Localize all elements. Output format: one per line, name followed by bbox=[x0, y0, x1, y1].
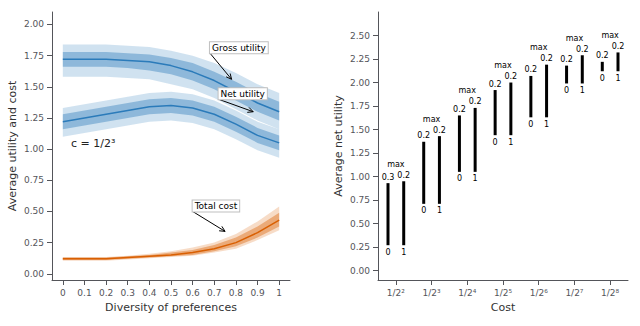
svg-text:max: max bbox=[423, 115, 441, 124]
svg-text:0.75: 0.75 bbox=[350, 195, 370, 205]
svg-text:0.2: 0.2 bbox=[397, 171, 410, 180]
svg-text:2.50: 2.50 bbox=[350, 31, 370, 41]
svg-text:0.2: 0.2 bbox=[596, 51, 609, 60]
svg-text:1: 1 bbox=[473, 174, 478, 183]
svg-text:2.00: 2.00 bbox=[350, 78, 370, 88]
svg-text:max: max bbox=[530, 43, 548, 52]
svg-text:Cost: Cost bbox=[491, 301, 516, 314]
svg-text:0.00: 0.00 bbox=[350, 266, 370, 276]
svg-text:0.9: 0.9 bbox=[250, 288, 265, 298]
svg-text:2.00: 2.00 bbox=[24, 19, 44, 29]
svg-text:0.25: 0.25 bbox=[350, 242, 370, 252]
svg-text:0.2: 0.2 bbox=[612, 42, 625, 51]
svg-text:1.75: 1.75 bbox=[24, 51, 44, 61]
svg-text:1.50: 1.50 bbox=[350, 125, 370, 135]
svg-text:1: 1 bbox=[508, 138, 513, 147]
svg-text:0.50: 0.50 bbox=[350, 219, 370, 229]
svg-text:0.6: 0.6 bbox=[185, 288, 200, 298]
svg-text:0: 0 bbox=[421, 206, 426, 215]
svg-text:1: 1 bbox=[615, 74, 620, 83]
svg-text:Gross utility: Gross utility bbox=[212, 43, 266, 53]
svg-text:0.7: 0.7 bbox=[207, 288, 221, 298]
svg-text:max: max bbox=[459, 86, 477, 95]
svg-text:1/2³: 1/2³ bbox=[423, 288, 441, 298]
svg-text:0.2: 0.2 bbox=[489, 80, 502, 89]
svg-text:max: max bbox=[566, 34, 584, 43]
svg-text:2.25: 2.25 bbox=[350, 54, 370, 64]
svg-text:0.3: 0.3 bbox=[121, 288, 135, 298]
svg-text:0.2: 0.2 bbox=[417, 131, 430, 140]
svg-text:0.00: 0.00 bbox=[24, 269, 44, 279]
svg-text:Average net utility: Average net utility bbox=[332, 95, 345, 197]
svg-text:c = 1/2³: c = 1/2³ bbox=[71, 137, 115, 150]
svg-text:0: 0 bbox=[493, 138, 498, 147]
svg-text:0.2: 0.2 bbox=[433, 126, 446, 135]
svg-text:1/2⁸: 1/2⁸ bbox=[601, 288, 619, 298]
svg-text:Total cost: Total cost bbox=[194, 201, 238, 211]
svg-text:1.25: 1.25 bbox=[350, 148, 370, 158]
svg-text:0.4: 0.4 bbox=[142, 288, 157, 298]
svg-text:1: 1 bbox=[544, 120, 549, 129]
svg-text:1.00: 1.00 bbox=[24, 144, 44, 154]
svg-text:0.8: 0.8 bbox=[229, 288, 244, 298]
svg-text:0.25: 0.25 bbox=[24, 238, 44, 248]
svg-text:0.2: 0.2 bbox=[504, 72, 517, 81]
svg-text:Net utility: Net utility bbox=[221, 89, 266, 99]
svg-text:0.2: 0.2 bbox=[560, 55, 573, 64]
svg-text:0: 0 bbox=[528, 120, 533, 129]
svg-text:0.2: 0.2 bbox=[99, 288, 113, 298]
svg-text:1.25: 1.25 bbox=[24, 113, 44, 123]
svg-text:1.50: 1.50 bbox=[24, 82, 44, 92]
svg-text:0.5: 0.5 bbox=[164, 288, 178, 298]
svg-text:max: max bbox=[494, 61, 512, 70]
svg-text:1: 1 bbox=[437, 206, 442, 215]
svg-text:1/2⁷: 1/2⁷ bbox=[565, 288, 583, 298]
svg-text:max: max bbox=[601, 31, 619, 40]
svg-text:0.1: 0.1 bbox=[77, 288, 91, 298]
svg-text:Diversity of preferences: Diversity of preferences bbox=[105, 301, 237, 314]
svg-text:1/2⁶: 1/2⁶ bbox=[530, 288, 548, 298]
svg-text:max: max bbox=[387, 160, 405, 169]
svg-text:1/2⁴: 1/2⁴ bbox=[458, 288, 476, 298]
svg-text:1/2²: 1/2² bbox=[387, 288, 405, 298]
svg-text:1/2⁵: 1/2⁵ bbox=[494, 288, 512, 298]
svg-text:0.75: 0.75 bbox=[24, 175, 44, 185]
svg-text:1: 1 bbox=[401, 248, 406, 257]
svg-text:0.2: 0.2 bbox=[453, 105, 466, 114]
svg-text:1: 1 bbox=[580, 86, 585, 95]
svg-text:0: 0 bbox=[385, 248, 390, 257]
svg-text:1.00: 1.00 bbox=[350, 172, 370, 182]
svg-text:0: 0 bbox=[457, 174, 462, 183]
svg-text:0.2: 0.2 bbox=[524, 65, 537, 74]
svg-text:1: 1 bbox=[276, 288, 282, 298]
svg-text:0: 0 bbox=[564, 86, 569, 95]
svg-text:0.2: 0.2 bbox=[469, 97, 482, 106]
svg-text:1.75: 1.75 bbox=[350, 101, 370, 111]
svg-text:0: 0 bbox=[600, 74, 605, 83]
svg-text:0.50: 0.50 bbox=[24, 206, 44, 216]
svg-text:0.2: 0.2 bbox=[576, 45, 589, 54]
svg-text:0.2: 0.2 bbox=[540, 54, 553, 63]
svg-text:Average utility and cost: Average utility and cost bbox=[6, 80, 19, 211]
svg-text:0.3: 0.3 bbox=[382, 173, 395, 182]
svg-text:0: 0 bbox=[60, 288, 66, 298]
